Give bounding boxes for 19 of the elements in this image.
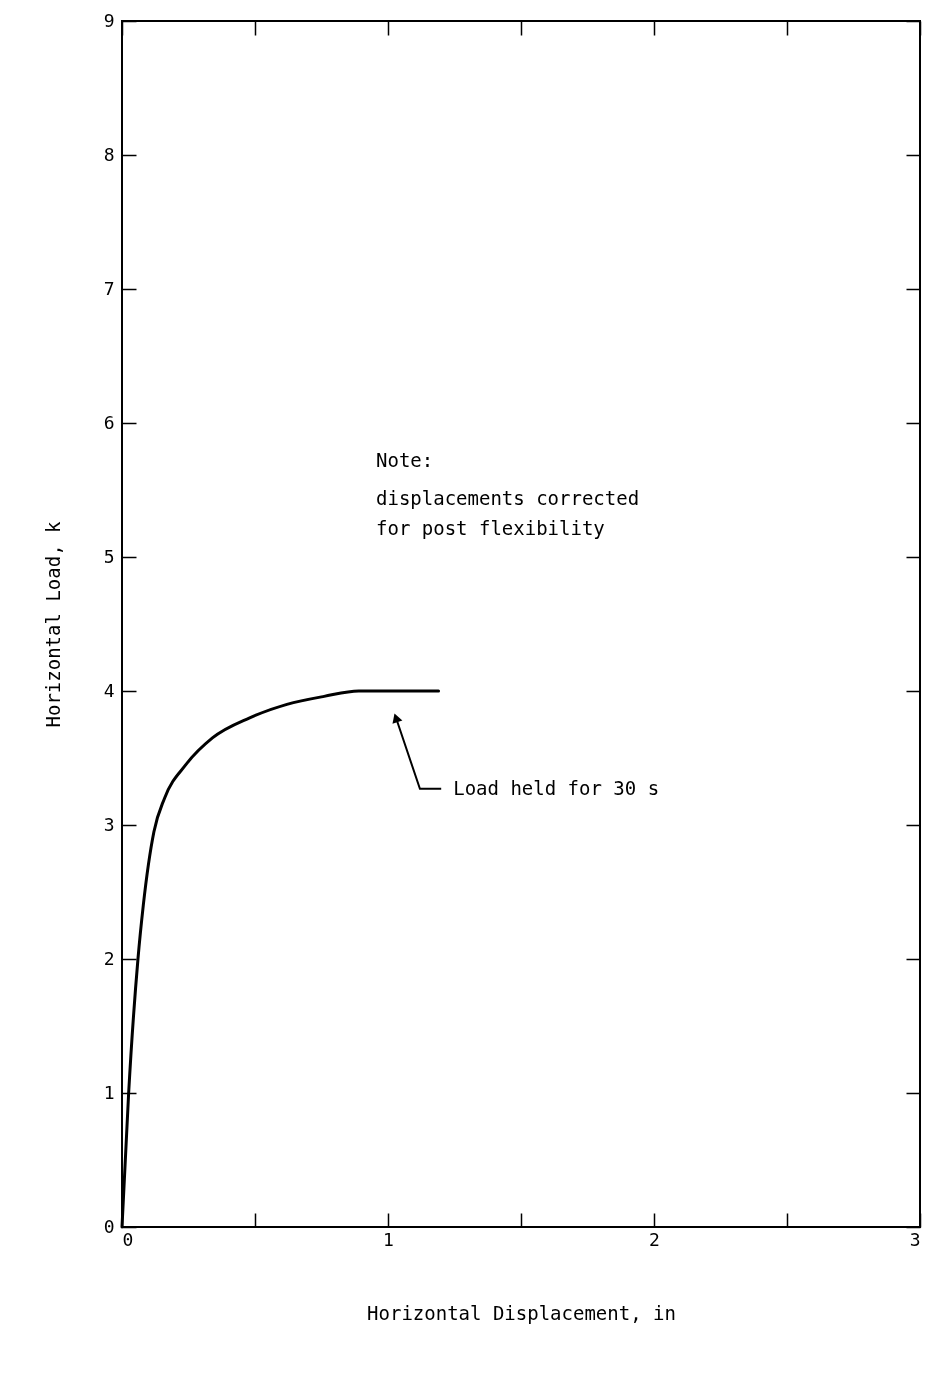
y-tick-label: 5 (103, 545, 115, 567)
y-axis-title: Horizontal Load, k (41, 520, 64, 728)
annotation: for post flexibility (376, 517, 605, 539)
x-tick-label: 0 (122, 1228, 134, 1250)
x-tick-label: 2 (649, 1228, 660, 1250)
y-tick-label: 8 (103, 143, 115, 165)
y-tick-label: 1 (103, 1081, 115, 1103)
y-tick-label: 3 (103, 813, 115, 835)
y-tick-label: 2 (103, 947, 115, 969)
annotation: Note: (376, 449, 434, 471)
y-tick-label: 9 (103, 9, 115, 31)
y-tick-label: 6 (103, 411, 115, 433)
x-axis-title: Horizontal Displacement, in (367, 1301, 676, 1324)
x-tick-label: 3 (909, 1228, 921, 1250)
annotation: displacements corrected (376, 487, 640, 509)
annotation: Load held for 30 s (453, 776, 660, 799)
y-tick-label: 7 (103, 277, 115, 299)
x-tick-label: 1 (383, 1228, 394, 1250)
y-tick-label: 4 (103, 679, 115, 701)
